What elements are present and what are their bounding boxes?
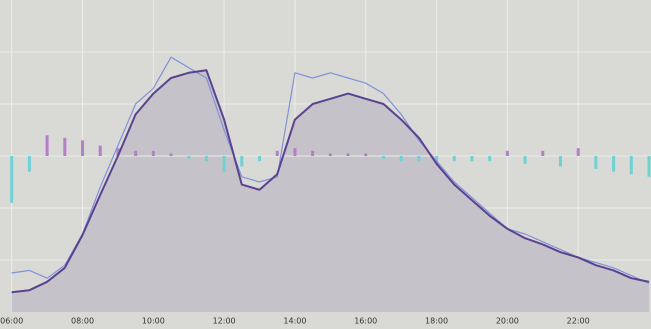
difference-bar — [81, 140, 85, 156]
difference-bar — [558, 156, 562, 167]
difference-bar — [328, 153, 332, 156]
difference-bar — [10, 156, 14, 203]
x-tick-label: 06:00 — [0, 317, 23, 326]
difference-bar — [612, 156, 616, 172]
difference-bar — [541, 150, 545, 156]
difference-bar — [187, 156, 191, 159]
difference-bar — [204, 156, 208, 162]
difference-bar — [293, 148, 297, 156]
line — [11, 56, 650, 284]
difference-bar — [399, 156, 403, 162]
difference-bar — [647, 156, 651, 177]
difference-bar — [629, 156, 633, 175]
difference-bar — [311, 150, 315, 156]
difference-bar — [169, 153, 173, 156]
difference-bar — [98, 145, 102, 156]
x-tick-label: 12:00 — [213, 317, 236, 326]
difference-bar — [151, 150, 155, 156]
x-tick-label: 16:00 — [354, 317, 377, 326]
difference-bar — [452, 156, 456, 162]
x-tick-label: 14:00 — [283, 317, 306, 326]
difference-bar — [594, 156, 598, 169]
difference-bar — [417, 156, 421, 162]
x-tick-label: 08:00 — [71, 317, 94, 326]
x-tick-label: 20:00 — [496, 317, 519, 326]
line — [11, 69, 650, 294]
difference-bar — [134, 150, 138, 156]
difference-bar — [523, 156, 527, 164]
area — [11, 70, 649, 312]
difference-bar — [240, 156, 244, 167]
difference-bar — [346, 153, 350, 156]
difference-bar — [470, 156, 474, 162]
x-tick-label: 10:00 — [142, 317, 165, 326]
difference-bar — [27, 156, 31, 172]
difference-bar — [116, 148, 120, 156]
difference-bar — [435, 156, 439, 164]
difference-bar — [222, 156, 226, 172]
difference-bar — [364, 153, 368, 156]
difference-bar — [63, 137, 67, 156]
difference-bar — [576, 148, 580, 156]
difference-bar — [381, 156, 385, 159]
x-tick-label: 22:00 — [567, 317, 590, 326]
difference-bar — [488, 156, 492, 162]
x-tick-label: 18:00 — [425, 317, 448, 326]
difference-bar — [258, 156, 262, 162]
difference-bar — [505, 150, 509, 156]
difference-bar — [45, 135, 49, 156]
difference-bar — [275, 150, 279, 156]
